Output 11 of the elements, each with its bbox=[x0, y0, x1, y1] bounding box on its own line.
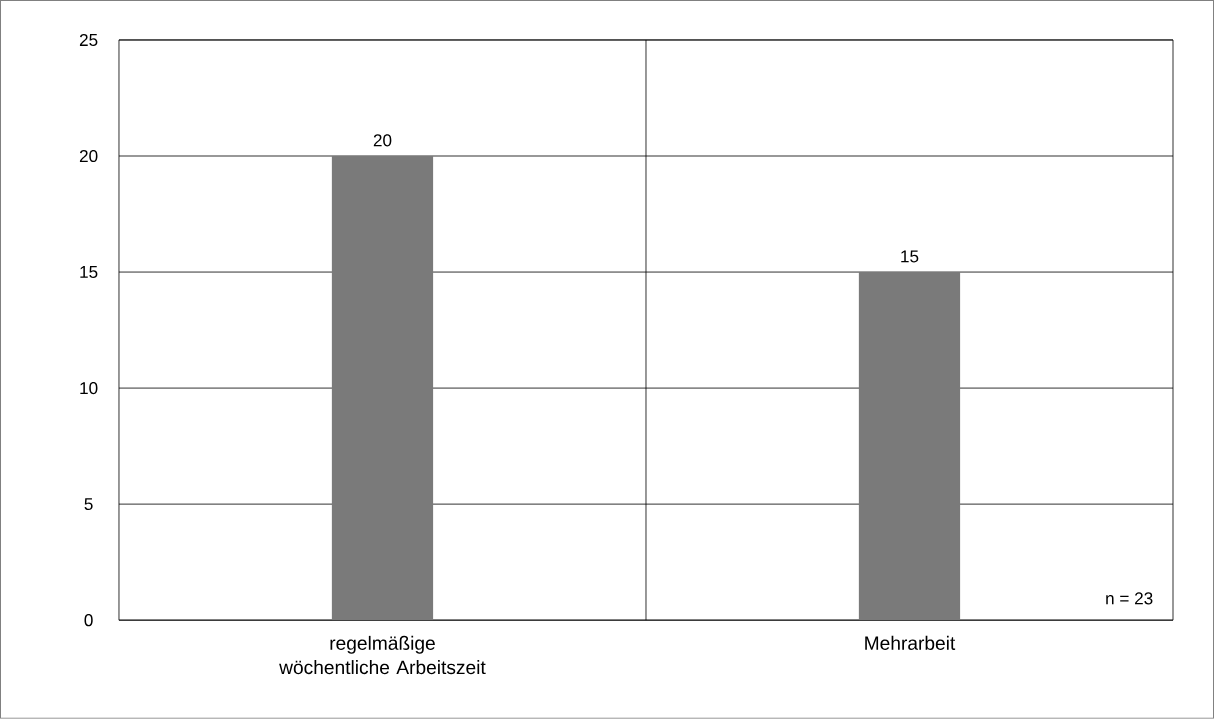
y-tick-label: 25 bbox=[79, 33, 98, 47]
data-label: 20 bbox=[373, 134, 392, 147]
x-tick-label: Mehrarbeit bbox=[865, 635, 956, 651]
y-tick-label: 0 bbox=[84, 614, 93, 627]
y-tick-label: 10 bbox=[80, 382, 98, 395]
x-tick-label: regelmäßige wöchentliche Arbeitszeit bbox=[279, 635, 486, 675]
y-tick-label: 5 bbox=[84, 498, 93, 511]
y-tick-label: 20 bbox=[79, 150, 98, 163]
annotation: n = 23 bbox=[1106, 592, 1153, 605]
y-tick-label: 15 bbox=[80, 266, 98, 279]
data-label: 15 bbox=[901, 250, 919, 263]
